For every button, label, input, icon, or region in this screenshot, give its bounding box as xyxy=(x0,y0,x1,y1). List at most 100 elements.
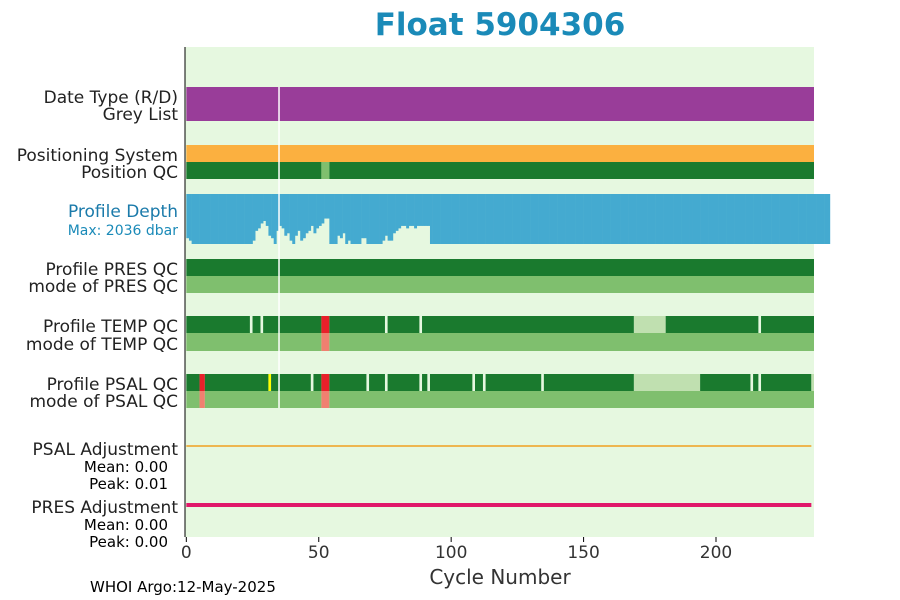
depth-bar xyxy=(612,194,616,244)
qc-segment xyxy=(422,374,428,391)
depth-bar xyxy=(223,194,227,244)
depth-bar xyxy=(400,194,404,226)
depth-bar xyxy=(358,194,362,244)
depth-bar xyxy=(289,194,293,241)
depth-bar xyxy=(369,194,373,244)
depth-bar xyxy=(700,194,704,244)
row-label: Profile TEMP QC xyxy=(43,317,178,337)
row-label: mode of PRES QC xyxy=(28,277,178,297)
depth-bar xyxy=(414,194,418,229)
depth-bar xyxy=(366,194,370,244)
depth-bar xyxy=(636,194,640,244)
adjustment-mean: Mean: 0.00 xyxy=(84,458,168,476)
depth-bar xyxy=(766,194,770,244)
depth-bar xyxy=(517,194,521,244)
depth-bar xyxy=(276,194,280,231)
depth-bar xyxy=(803,194,807,244)
depth-bar xyxy=(384,194,388,236)
depth-bar xyxy=(554,194,558,244)
depth-bar xyxy=(800,194,804,244)
depth-bar xyxy=(655,194,659,244)
depth-bar xyxy=(565,194,568,244)
depth-bar xyxy=(660,194,664,244)
depth-bar xyxy=(562,194,566,244)
depth-bar xyxy=(297,194,301,231)
depth-bar xyxy=(721,194,725,244)
qc-segment xyxy=(387,316,420,333)
qc-rows xyxy=(186,87,814,408)
depth-bar xyxy=(199,194,203,244)
depth-bar xyxy=(668,194,672,244)
qc-segment xyxy=(329,391,814,408)
depth-bar xyxy=(504,194,508,244)
depth-bar xyxy=(570,194,574,244)
depth-bar xyxy=(543,194,547,244)
depth-bar xyxy=(684,194,688,244)
depth-bar xyxy=(342,194,346,234)
depth-bar xyxy=(567,194,571,244)
depth-bar xyxy=(798,194,802,244)
depth-bar xyxy=(411,194,415,226)
depth-bar xyxy=(268,194,272,236)
depth-bar xyxy=(443,194,447,244)
depth-bar xyxy=(403,194,407,226)
row-label: Grey List xyxy=(103,105,179,125)
depth-bar xyxy=(790,194,794,244)
qc-segment xyxy=(186,333,322,351)
qc-segment xyxy=(186,162,322,179)
depth-bar xyxy=(422,194,425,226)
x-axis: 0 50 100 150 200 xyxy=(181,47,732,563)
row-labels: Date Type (R/D)Grey List Positioning Syst… xyxy=(17,88,179,551)
depth-bar xyxy=(467,194,471,244)
depth-bar xyxy=(294,194,298,236)
depth-bar xyxy=(530,194,534,244)
depth-bar xyxy=(263,194,267,222)
depth-bar xyxy=(188,194,192,241)
depth-bar xyxy=(316,194,320,229)
x-tick-label: 200 xyxy=(700,543,732,563)
depth-bar xyxy=(618,194,621,244)
depth-bar xyxy=(432,194,436,244)
depth-bar xyxy=(694,194,698,244)
qc-segment xyxy=(429,374,473,391)
depth-bar xyxy=(811,194,815,244)
qc-segment xyxy=(543,374,634,391)
depth-bar xyxy=(572,194,576,244)
depth-bar xyxy=(625,194,629,244)
depth-bar xyxy=(204,194,208,244)
qc-segment xyxy=(204,391,322,408)
adjustment-label: PRES Adjustment xyxy=(31,498,178,518)
qc-segment xyxy=(271,374,311,391)
depth-bar xyxy=(623,194,627,244)
depth-bar xyxy=(231,194,235,244)
qc-segment xyxy=(186,87,814,104)
depth-bar xyxy=(448,194,452,244)
row-label: Position QC xyxy=(81,163,178,183)
depth-bar xyxy=(477,194,481,244)
depth-bar xyxy=(456,194,460,244)
adjustment-peak: Peak: 0.00 xyxy=(89,533,168,551)
depth-bar xyxy=(345,194,349,244)
depth-bar xyxy=(371,194,375,244)
depth-bar xyxy=(681,194,685,244)
depth-bar xyxy=(215,194,219,244)
depth-bar xyxy=(453,194,457,244)
depth-bar xyxy=(814,194,817,244)
depth-bar xyxy=(557,194,561,244)
depth-bar xyxy=(591,194,595,244)
qc-segment xyxy=(263,316,322,333)
depth-bar xyxy=(350,194,354,244)
depth-bar xyxy=(702,194,706,244)
depth-bar xyxy=(678,194,682,244)
depth-bar xyxy=(549,194,553,244)
depth-bar xyxy=(440,194,444,244)
qc-segment xyxy=(199,374,205,391)
qc-segment xyxy=(329,316,385,333)
qc-segment xyxy=(633,316,666,333)
depth-bar xyxy=(252,194,256,241)
depth-bar xyxy=(218,194,222,244)
qc-segment xyxy=(186,104,814,121)
depth-bar xyxy=(271,194,275,239)
depth-bar xyxy=(334,194,338,244)
